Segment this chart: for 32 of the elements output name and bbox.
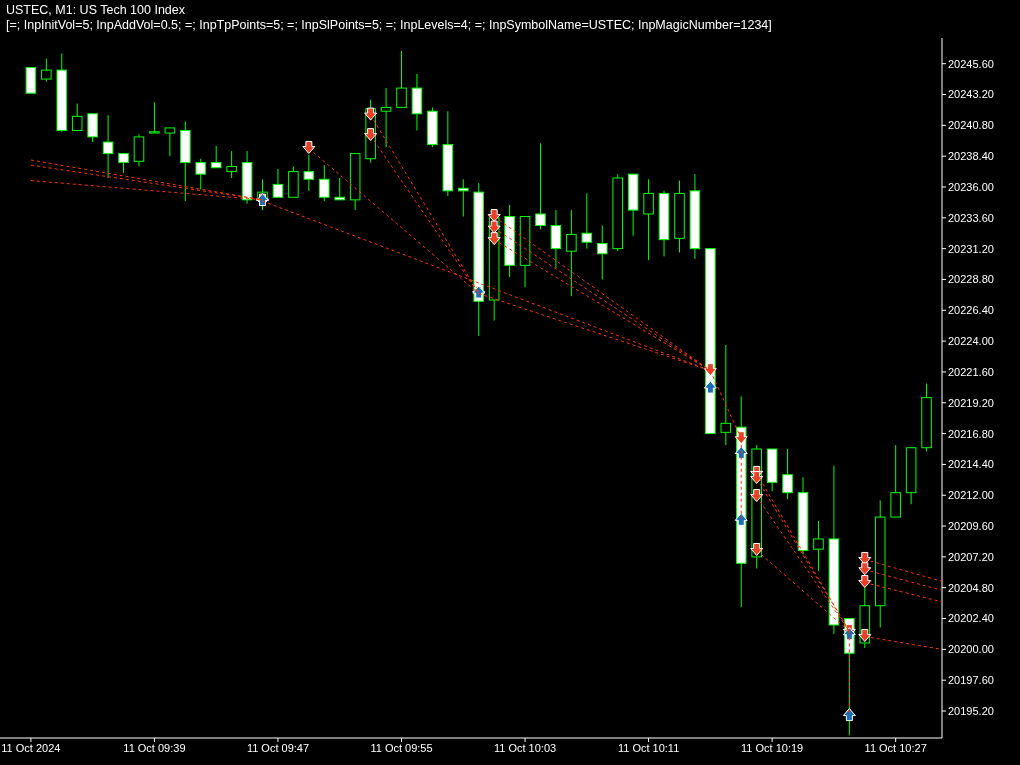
- y-tick-label: 20197.60: [948, 674, 994, 687]
- y-tick-label: 20238.40: [948, 150, 994, 163]
- y-tick-label: 20195.20: [948, 704, 994, 717]
- y-tick-label: 20216.80: [948, 427, 994, 440]
- y-tick-label: 20236.00: [948, 180, 994, 193]
- y-tick-label: 20204.80: [948, 581, 994, 594]
- y-tick-label: 20228.80: [948, 273, 994, 286]
- y-tick-label: 20221.60: [948, 365, 994, 378]
- y-tick-label: 20224.00: [948, 335, 994, 348]
- x-tick-label: 11 Oct 10:03: [493, 741, 557, 754]
- y-tick-label: 20209.60: [948, 519, 994, 532]
- y-tick-label: 20226.40: [948, 304, 994, 317]
- x-tick-label: 11 Oct 10:19: [741, 741, 804, 754]
- x-tick-label: 11 Oct 09:47: [246, 741, 310, 754]
- x-tick-label: 11 Oct 09:39: [123, 741, 186, 754]
- x-tick-label: 11 Oct 10:27: [864, 741, 927, 754]
- chart-subtitle: [=; InpInitVol=5; InpAddVol=0.5; =; InpTpPoints=5; =; InpSlPoints=5; =; InpLevels=4; =; InpSymbolName=USTEC; InpMagicNumber=1234]: [6, 18, 772, 33]
- x-tick-label: 11 Oct 09:55: [370, 741, 433, 754]
- y-tick-label: 20202.40: [948, 612, 994, 625]
- y-tick-label: 20231.20: [948, 242, 994, 255]
- y-tick-label: 20214.40: [948, 458, 994, 471]
- y-tick-label: 20245.60: [948, 57, 994, 70]
- chart-title: USTEC, M1: US Tech 100 Index: [6, 3, 187, 18]
- x-tick-label: 11 Oct 2024: [1, 741, 61, 754]
- y-tick-label: 20240.80: [948, 119, 994, 132]
- y-tick-label: 20219.20: [948, 396, 994, 409]
- y-tick-label: 20200.00: [948, 643, 994, 656]
- x-tick-label: 11 Oct 10:11: [617, 741, 680, 754]
- y-tick-label: 20243.20: [948, 88, 994, 101]
- y-tick-label: 20207.20: [948, 550, 994, 563]
- y-tick-label: 20212.00: [948, 489, 994, 502]
- y-tick-label: 20233.60: [948, 211, 994, 224]
